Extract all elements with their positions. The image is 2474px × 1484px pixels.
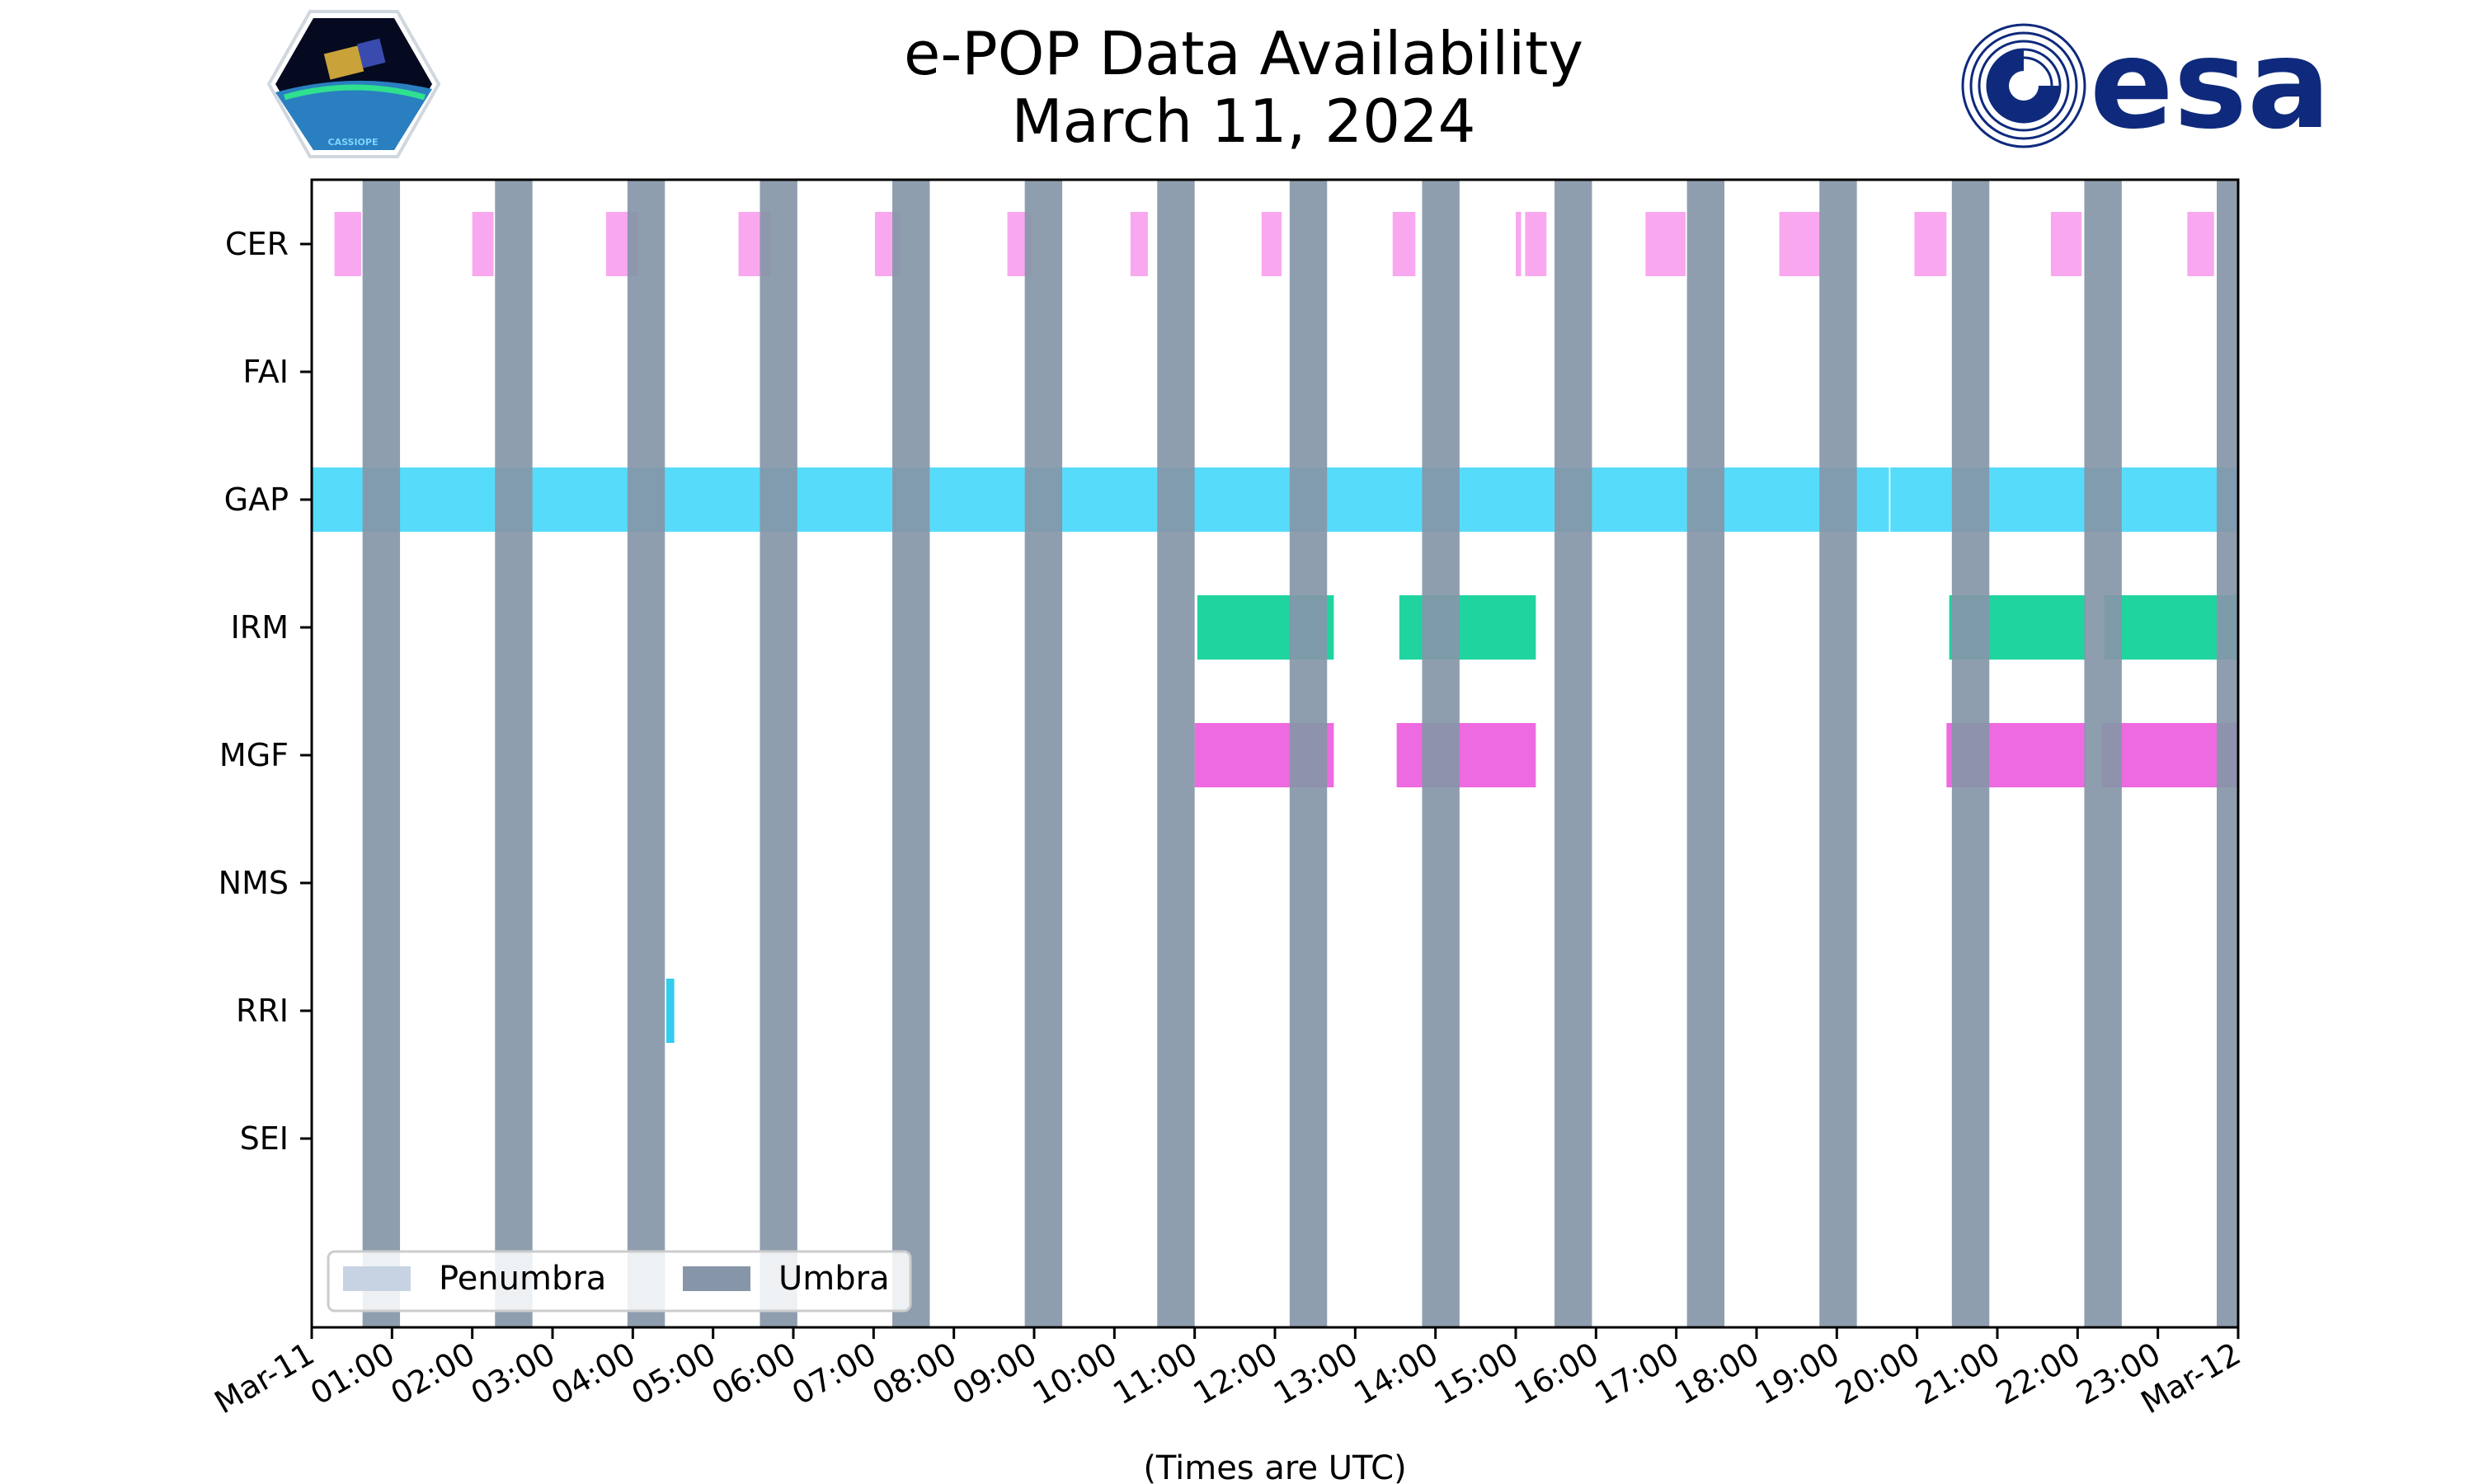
x-tick-label-14: 14:00 — [1348, 1336, 1444, 1412]
umbra-band-8 — [1422, 180, 1460, 1327]
bar-gap-0 — [312, 467, 1889, 532]
umbra-band-3 — [760, 180, 797, 1327]
x-tick-label-19: 19:00 — [1749, 1336, 1846, 1412]
y-tick-label-gap: GAP — [224, 481, 289, 518]
x-tick-label-9: 09:00 — [947, 1336, 1043, 1412]
legend-swatch-penumbra — [343, 1266, 411, 1291]
umbra-band-1 — [495, 180, 533, 1327]
esa-logo-emblem — [1961, 23, 2086, 148]
umbra-band-5 — [1024, 180, 1063, 1327]
x-tick-label-7: 07:00 — [786, 1336, 882, 1412]
y-tick-label-rri: RRI — [236, 993, 289, 1029]
bar-cer-6 — [1130, 212, 1148, 276]
x-tick-label-12: 12:00 — [1188, 1336, 1284, 1412]
cassiope-logo-label: CASSIOPE — [328, 137, 379, 148]
x-tick-label-18: 18:00 — [1669, 1336, 1766, 1412]
cassiope-logo: CASSIOPE — [266, 10, 441, 158]
cassiope-logo-satellite — [323, 45, 365, 80]
x-tick-label-16: 16:00 — [1508, 1336, 1605, 1412]
bar-cer-9 — [1516, 212, 1522, 276]
x-tick-label-3: 03:00 — [465, 1336, 562, 1412]
umbra-band-14 — [2217, 180, 2238, 1327]
umbra-band-2 — [627, 180, 666, 1327]
cassiope-logo-aurora — [284, 84, 426, 101]
umbra-layer — [362, 180, 2238, 1327]
umbra-band-11 — [1819, 180, 1857, 1327]
bar-cer-10 — [1525, 212, 1547, 276]
bar-cer-15 — [2187, 212, 2214, 276]
x-tick-label-17: 17:00 — [1588, 1336, 1685, 1412]
x-tick-label-10: 10:00 — [1027, 1336, 1123, 1412]
y-tick-label-cer: CER — [225, 226, 289, 262]
cassiope-logo-earth — [275, 80, 432, 150]
umbra-band-13 — [2084, 180, 2122, 1327]
x-axis: Mar-1101:0002:0003:0004:0005:0006:0007:0… — [209, 1327, 2247, 1421]
bar-gap-1 — [1890, 467, 2238, 532]
bar-mgf-3 — [2101, 723, 2238, 787]
availability-layer — [312, 212, 2238, 1043]
umbra-band-0 — [362, 180, 401, 1327]
bar-rri-0 — [666, 979, 675, 1043]
chart-title-line1: e-POP Data Availability — [904, 19, 1583, 88]
y-tick-label-irm: IRM — [231, 609, 289, 646]
bar-cer-11 — [1645, 212, 1686, 276]
x-tick-label-2: 02:00 — [384, 1336, 481, 1412]
umbra-band-12 — [1951, 180, 1990, 1327]
legend: Penumbra Umbra — [327, 1250, 912, 1313]
x-tick-label-22: 22:00 — [1990, 1336, 2086, 1412]
x-tick-label-11: 11:00 — [1107, 1336, 1203, 1412]
legend-label-umbra: Umbra — [778, 1260, 890, 1298]
esa-logo-word: esa — [2090, 13, 2331, 157]
umbra-band-7 — [1289, 180, 1328, 1327]
umbra-band-4 — [892, 180, 930, 1327]
esa-logo: esa — [1961, 13, 2331, 157]
umbra-band-10 — [1686, 180, 1725, 1327]
bar-irm-1 — [1399, 595, 1536, 660]
y-tick-label-fai: FAI — [242, 354, 289, 390]
x-tick-label-0: Mar-11 — [209, 1336, 321, 1421]
x-tick-label-8: 08:00 — [866, 1336, 962, 1412]
x-tick-label-1: 01:00 — [304, 1336, 401, 1412]
umbra-band-6 — [1157, 180, 1195, 1327]
bar-cer-0 — [334, 212, 362, 276]
legend-box — [327, 1250, 912, 1313]
y-tick-label-mgf: MGF — [219, 737, 289, 773]
bar-cer-14 — [2050, 212, 2082, 276]
bar-cer-8 — [1392, 212, 1416, 276]
x-tick-label-20: 20:00 — [1829, 1336, 1926, 1412]
legend-label-penumbra: Penumbra — [439, 1260, 606, 1298]
y-tick-label-nms: NMS — [219, 865, 289, 901]
cassiope-logo-solar-panel — [357, 38, 386, 68]
bar-mgf-1 — [1396, 723, 1536, 787]
y-axis: CER FAI GAP IRM MGF NMS RRI SEI — [219, 226, 312, 1157]
bar-cer-13 — [1914, 212, 1947, 276]
bar-cer-1 — [472, 212, 494, 276]
x-tick-label-13: 13:00 — [1268, 1336, 1364, 1412]
bar-cer-12 — [1779, 212, 1821, 276]
x-axis-label: (Times are UTC) — [1143, 1449, 1406, 1484]
bar-irm-3 — [2104, 595, 2238, 660]
y-tick-label-sei: SEI — [240, 1120, 289, 1157]
umbra-band-9 — [1554, 180, 1592, 1327]
x-tick-label-15: 15:00 — [1428, 1336, 1525, 1412]
x-tick-label-6: 06:00 — [706, 1336, 802, 1412]
legend-swatch-umbra — [683, 1266, 750, 1291]
x-tick-label-4: 04:00 — [545, 1336, 642, 1412]
chart-title-line2: March 11, 2024 — [1012, 87, 1476, 156]
x-tick-label-5: 05:00 — [625, 1336, 722, 1412]
x-tick-label-21: 21:00 — [1910, 1336, 2006, 1412]
bar-cer-7 — [1261, 212, 1282, 276]
esa-logo-swoosh — [1987, 49, 2060, 122]
